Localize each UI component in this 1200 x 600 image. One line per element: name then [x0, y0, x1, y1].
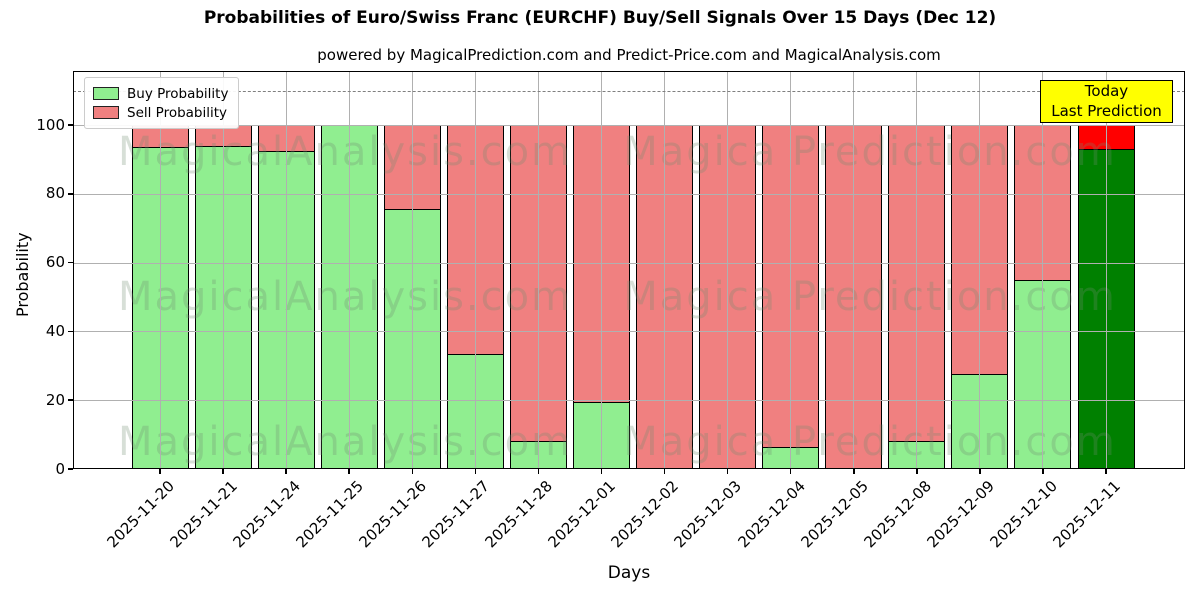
watermark-text: MagicalAnalysis.com — [117, 419, 573, 465]
today-annotation-box: Today Last Prediction — [1040, 80, 1173, 123]
x-tick-mark — [285, 469, 287, 474]
y-tick-mark — [68, 330, 73, 333]
x-tick-mark — [789, 469, 792, 474]
watermark-text: MagicalAnalysis.com — [117, 129, 573, 175]
buy-swatch — [93, 87, 119, 100]
today-line1: Today — [1084, 82, 1129, 100]
x-tick-mark — [979, 469, 981, 474]
y-tick-label: 60 — [45, 253, 65, 272]
vertical-gridline — [1105, 71, 1107, 469]
watermark-text: Magica Prediction.com — [623, 419, 1117, 465]
vertical-gridline — [1042, 71, 1044, 469]
x-tick-label: 2025-11-28 — [481, 477, 557, 552]
x-tick-label: 2025-12-11 — [1049, 477, 1124, 552]
x-tick-mark — [411, 469, 414, 474]
horizontal-gridline — [73, 125, 1185, 126]
x-tick-mark — [853, 469, 855, 474]
y-tick-mark — [68, 124, 73, 126]
x-tick-label: 2025-11-21 — [166, 477, 241, 552]
plot-area: Buy Probability Sell Probability Today L… — [73, 71, 1185, 469]
x-tick-mark — [537, 469, 540, 474]
x-axis-label: Days — [607, 563, 651, 583]
horizontal-gridline — [73, 262, 1185, 264]
x-tick-label: 2025-12-09 — [923, 477, 998, 552]
y-tick-mark — [68, 468, 73, 470]
chart-title: Probabilities of Euro/Swiss Franc (EURCH… — [203, 8, 997, 28]
vertical-gridline — [411, 71, 413, 469]
x-tick-label: 2025-12-04 — [734, 477, 809, 552]
x-tick-label: 2025-11-24 — [229, 477, 304, 552]
vertical-gridline — [222, 71, 224, 469]
x-tick-mark — [222, 469, 224, 474]
x-tick-label: 2025-12-03 — [670, 477, 746, 552]
x-tick-mark — [726, 469, 729, 474]
y-tick-mark — [68, 193, 73, 195]
vertical-gridline — [537, 71, 539, 469]
watermark-text: Magica Prediction.com — [623, 129, 1117, 175]
legend-buy-label: Buy Probability — [127, 85, 229, 102]
dashed-reference-line — [73, 90, 1185, 92]
x-tick-mark — [600, 469, 603, 474]
x-tick-mark — [159, 469, 161, 474]
vertical-gridline — [474, 71, 476, 469]
y-tick-label: 100 — [36, 115, 65, 134]
x-tick-label: 2025-12-10 — [986, 477, 1061, 552]
vertical-gridline — [853, 71, 855, 469]
x-tick-label: 2025-11-27 — [418, 477, 494, 552]
legend-sell-label: Sell Probability — [127, 104, 228, 121]
legend-item-buy: Buy Probability — [93, 84, 228, 103]
legend: Buy Probability Sell Probability — [84, 77, 240, 129]
x-tick-mark — [474, 469, 477, 474]
horizontal-gridline — [73, 193, 1185, 195]
x-tick-mark — [1105, 469, 1107, 474]
x-tick-label: 2025-11-26 — [355, 477, 431, 552]
y-tick-mark — [68, 399, 73, 401]
watermark-text: MagicalAnalysis.com — [117, 274, 573, 320]
x-tick-mark — [348, 469, 350, 474]
vertical-gridline — [790, 71, 792, 469]
y-tick-label: 0 — [55, 459, 65, 478]
vertical-gridline — [348, 71, 350, 469]
vertical-gridline — [727, 71, 729, 469]
vertical-gridline — [916, 71, 918, 469]
horizontal-gridline — [73, 331, 1185, 333]
vertical-gridline — [979, 71, 981, 469]
today-line2: Last Prediction — [1051, 102, 1162, 120]
watermark-text: Magica Prediction.com — [623, 274, 1117, 320]
horizontal-gridline — [73, 400, 1185, 402]
vertical-gridline — [159, 71, 161, 469]
sell-swatch — [93, 106, 119, 119]
x-tick-label: 2025-11-20 — [103, 477, 178, 552]
y-tick-label: 20 — [45, 390, 65, 409]
y-tick-mark — [68, 261, 73, 264]
vertical-gridline — [285, 71, 287, 469]
x-tick-label: 2025-12-01 — [544, 477, 620, 552]
x-tick-mark — [663, 469, 666, 474]
x-tick-mark — [916, 469, 918, 474]
x-tick-mark — [1042, 469, 1044, 474]
y-tick-label: 40 — [45, 321, 65, 340]
legend-item-sell: Sell Probability — [93, 103, 228, 122]
vertical-gridline — [600, 71, 602, 469]
y-tick-label: 80 — [45, 184, 65, 203]
x-tick-label: 2025-11-25 — [292, 477, 367, 552]
vertical-gridline — [664, 71, 666, 469]
chart-subtitle: powered by MagicalPrediction.com and Pre… — [317, 46, 941, 64]
x-tick-label: 2025-12-08 — [860, 477, 935, 552]
